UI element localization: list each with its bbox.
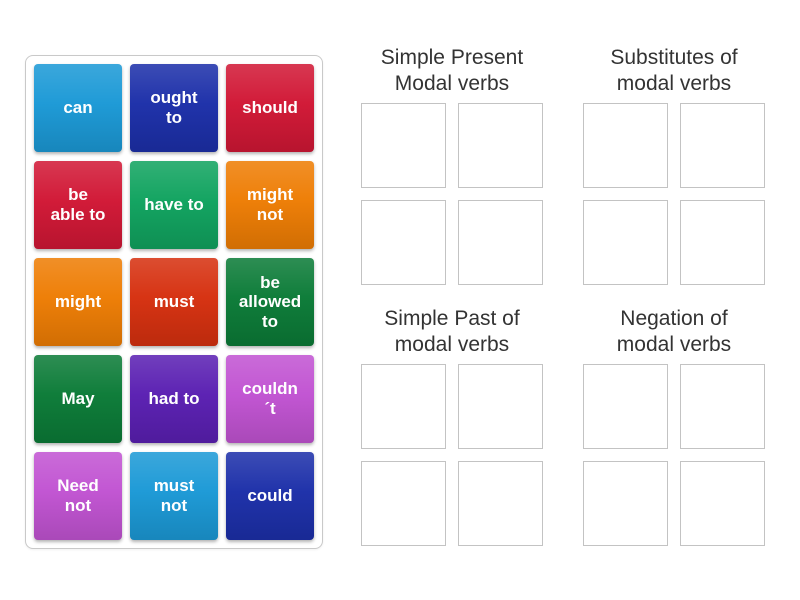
- group-slots: [583, 364, 765, 546]
- tile-can[interactable]: can: [34, 64, 122, 152]
- tile-had-to[interactable]: had to: [130, 355, 218, 443]
- drop-slot[interactable]: [583, 200, 668, 285]
- drop-slot[interactable]: [583, 364, 668, 449]
- drop-slot[interactable]: [680, 461, 765, 546]
- group-title: Substitutes of modal verbs: [610, 46, 738, 95]
- drop-slot[interactable]: [361, 200, 446, 285]
- drop-slot[interactable]: [680, 364, 765, 449]
- drop-slot[interactable]: [458, 200, 543, 285]
- group-slots: [361, 364, 543, 546]
- drop-slot[interactable]: [458, 103, 543, 188]
- tile-couldn-´t[interactable]: couldn ´t: [226, 355, 314, 443]
- groups-area: Simple Present Modal verbs Substitutes of…: [361, 45, 765, 546]
- tile-need-not[interactable]: Need not: [34, 452, 122, 540]
- tile-be-allowed-to[interactable]: be allowed to: [226, 258, 314, 346]
- tile-might[interactable]: might: [34, 258, 122, 346]
- drop-slot[interactable]: [458, 461, 543, 546]
- drop-slot[interactable]: [361, 364, 446, 449]
- group-slots: [583, 103, 765, 285]
- group-4: Negation of modal verbs: [583, 306, 765, 546]
- drop-slot[interactable]: [458, 364, 543, 449]
- drop-slot[interactable]: [680, 200, 765, 285]
- tile-must-not[interactable]: must not: [130, 452, 218, 540]
- tile-must[interactable]: must: [130, 258, 218, 346]
- group-title: Negation of modal verbs: [616, 307, 732, 356]
- tile-ought-to[interactable]: ought to: [130, 64, 218, 152]
- tile-may[interactable]: May: [34, 355, 122, 443]
- tile-be-able-to[interactable]: be able to: [34, 161, 122, 249]
- tile-could[interactable]: could: [226, 452, 314, 540]
- drop-slot[interactable]: [583, 461, 668, 546]
- group-3: Simple Past of modal verbs: [361, 306, 543, 546]
- drop-slot[interactable]: [680, 103, 765, 188]
- drop-slot[interactable]: [361, 103, 446, 188]
- tile-might-not[interactable]: might not: [226, 161, 314, 249]
- group-title: Simple Present Modal verbs: [380, 46, 524, 95]
- group-1: Simple Present Modal verbs: [361, 45, 543, 285]
- group-slots: [361, 103, 543, 285]
- tile-have-to[interactable]: have to: [130, 161, 218, 249]
- drop-slot[interactable]: [583, 103, 668, 188]
- drop-slot[interactable]: [361, 461, 446, 546]
- tile-should[interactable]: should: [226, 64, 314, 152]
- group-title: Simple Past of modal verbs: [384, 307, 520, 356]
- source-tiles-panel: can ought to should be able to have to might …: [25, 55, 323, 549]
- group-2: Substitutes of modal verbs: [583, 45, 765, 285]
